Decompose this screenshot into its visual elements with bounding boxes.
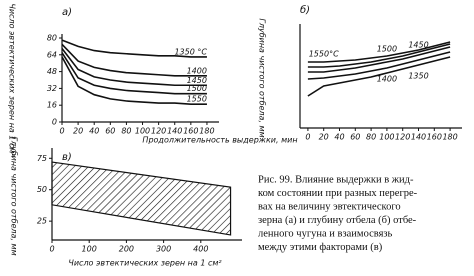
band — [51, 161, 232, 236]
chart-title: в) — [62, 152, 72, 163]
series-line — [307, 41, 451, 63]
series-label: 1350 °C — [174, 47, 207, 56]
series-label: 1350 — [408, 72, 428, 81]
x-tick-label: 180 — [442, 133, 457, 142]
series-label: 1550°C — [309, 50, 339, 59]
series-label: 1500 — [187, 84, 207, 93]
series-line — [61, 43, 207, 77]
caption-line: Рис. 99. Влияние выдержки в жид- — [258, 174, 414, 185]
y-tick-label: 0 — [52, 118, 57, 127]
x-axis-label: Число эвтектических зерен на 1 см² — [68, 259, 222, 268]
y-axis-label: Число эвтектических зерен на 1 см² — [8, 3, 17, 157]
series-label: 1450 — [408, 41, 428, 50]
x-tick-label: 140 — [411, 133, 426, 142]
series-line — [307, 43, 451, 68]
chart-title: а) — [62, 7, 72, 18]
y-tick-label: 50 — [37, 185, 47, 194]
x-tick-label: 120 — [395, 133, 410, 142]
y-tick-label: 32 — [47, 84, 57, 93]
x-tick-label: 120 — [151, 127, 166, 136]
y-tick-label: 80 — [47, 34, 57, 43]
series-label: 1400 — [377, 75, 397, 84]
x-tick-label: 80 — [366, 133, 376, 142]
x-tick-label: 180 — [199, 127, 214, 136]
series-line — [307, 56, 451, 97]
x-tick-label: 0 — [49, 245, 54, 254]
caption-line: ленного чугуна и взаимосвязь — [258, 228, 393, 239]
x-tick-label: 0 — [59, 127, 64, 136]
x-tick-label: 300 — [156, 245, 171, 254]
x-tick-label: 40 — [334, 133, 344, 142]
y-tick-label: 48 — [47, 67, 57, 76]
x-tick-label: 100 — [379, 133, 394, 142]
y-tick-label: 25 — [37, 217, 47, 226]
x-tick-label: 140 — [167, 127, 182, 136]
x-axis-label: Продолжительность выдержки, мин — [142, 136, 297, 145]
x-tick-label: 100 — [82, 245, 97, 254]
y-tick-label: 16 — [47, 101, 57, 110]
y-tick-label: 75 — [37, 154, 47, 163]
series-label: 1500 — [377, 45, 397, 54]
caption-line: зерна (а) и глубину отбела (б) отбе- — [258, 215, 417, 226]
caption-line: ком состоянии при разных перегре- — [258, 188, 418, 199]
chart-title: б) — [300, 4, 310, 16]
x-tick-label: 160 — [183, 127, 198, 136]
x-tick-label: 160 — [427, 133, 442, 142]
series-line — [307, 51, 451, 80]
series-line — [61, 52, 207, 95]
x-tick-label: 40 — [89, 127, 99, 136]
series-label: 1400 — [187, 66, 207, 75]
series-line — [61, 39, 207, 58]
x-tick-label: 0 — [305, 133, 310, 142]
y-tick-label: 64 — [47, 50, 57, 59]
x-tick-label: 200 — [119, 245, 134, 254]
y-axis-label: Глубина чистого отбела, мм — [258, 18, 267, 137]
series-line — [61, 56, 207, 105]
x-tick-label: 80 — [121, 127, 131, 136]
x-tick-label: 20 — [73, 127, 83, 136]
y-axis-label: Глубина чистого отбела, мм — [10, 136, 19, 255]
x-tick-label: 60 — [350, 133, 360, 142]
x-tick-label: 100 — [135, 127, 150, 136]
caption-line: вах на величину эвтектического — [258, 201, 401, 212]
series-label: 1550 — [187, 95, 207, 104]
x-tick-label: 60 — [105, 127, 115, 136]
series-line — [61, 48, 207, 87]
series-label: 1450 — [187, 76, 207, 85]
x-tick-label: 400 — [193, 245, 208, 254]
x-tick-label: 20 — [319, 133, 329, 142]
series-line — [307, 46, 451, 73]
caption-line: между этими факторами (в) — [258, 242, 383, 253]
